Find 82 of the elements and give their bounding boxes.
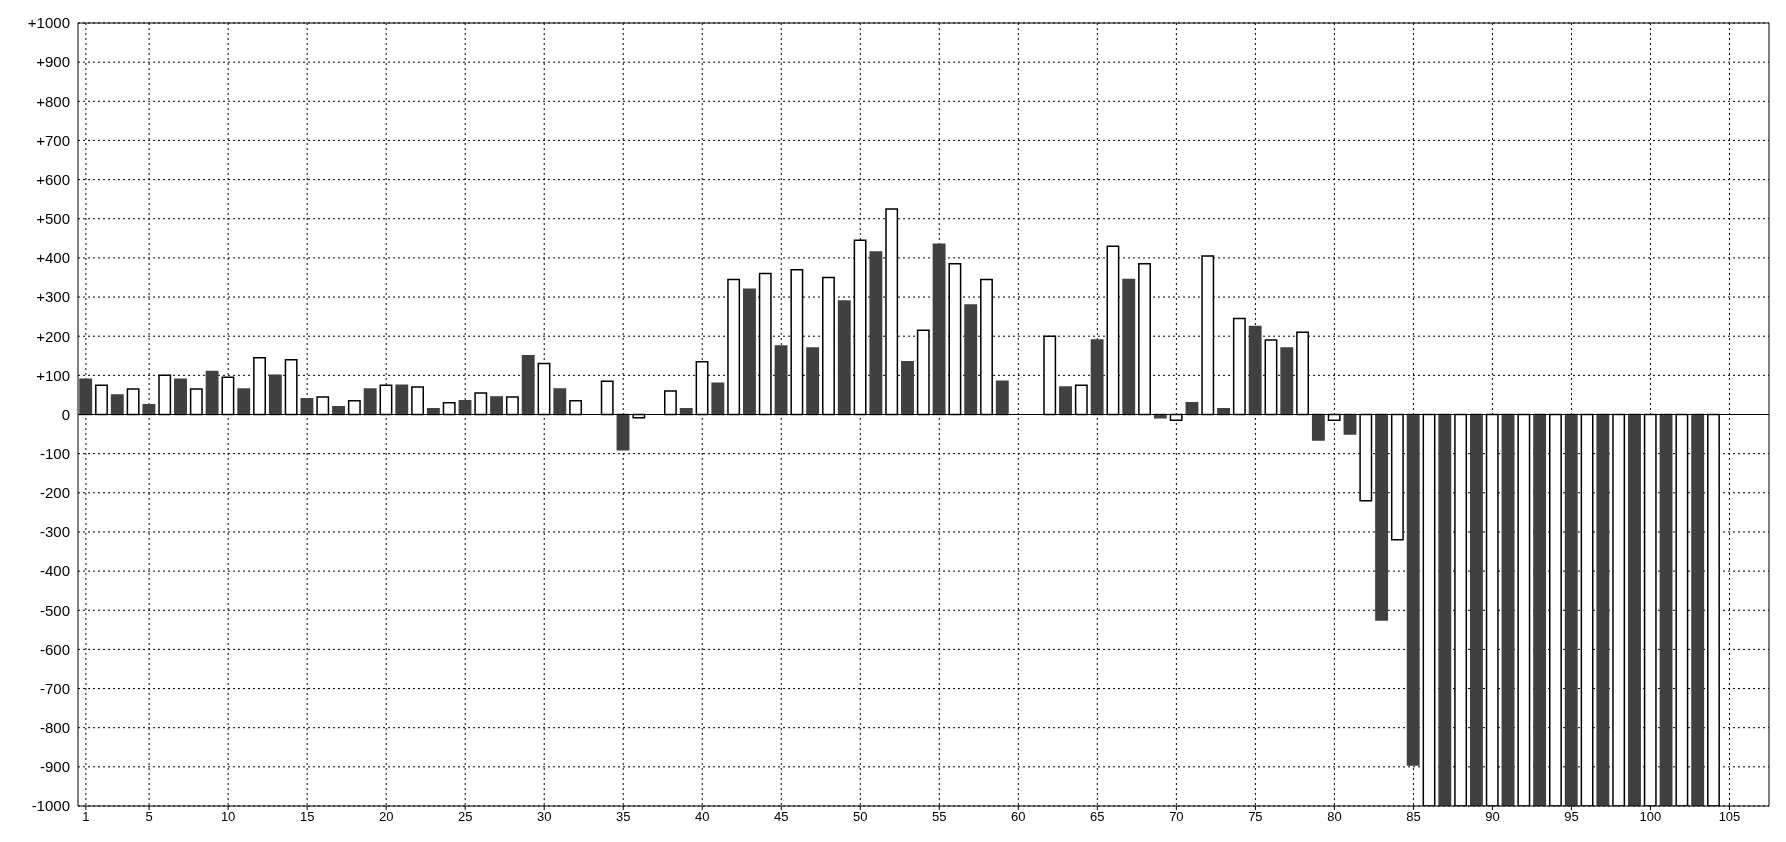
y-tick-label: +100 <box>36 366 70 384</box>
x-tick-label: 100 <box>1639 809 1662 825</box>
bar <box>1564 413 1578 806</box>
x-tick-label: 40 <box>695 809 710 825</box>
bar <box>174 378 187 416</box>
y-tick-label: +400 <box>36 249 70 267</box>
bar <box>363 388 377 416</box>
y-tick-label: -1000 <box>31 797 70 815</box>
x-tick-label: 5 <box>145 809 153 825</box>
x-tick-label: 65 <box>1090 809 1105 825</box>
x-tick-label: 20 <box>378 809 394 825</box>
bar <box>1406 413 1420 766</box>
x-tick-label: 95 <box>1564 809 1579 825</box>
bar <box>142 403 156 416</box>
bar <box>395 384 409 416</box>
x-tick-label: 25 <box>457 809 473 825</box>
bar <box>1628 413 1641 806</box>
y-tick-label: +900 <box>36 53 70 71</box>
bar <box>901 360 914 416</box>
y-tick-label: +500 <box>36 210 70 228</box>
bar <box>490 396 504 416</box>
bar <box>1659 413 1673 806</box>
x-tick-label: 50 <box>853 809 868 825</box>
bar <box>1469 413 1483 806</box>
y-tick-label: +800 <box>36 92 70 110</box>
x-tick-label: 105 <box>1718 809 1741 825</box>
bar <box>1059 386 1072 416</box>
x-tick-label: 45 <box>774 809 789 825</box>
bar <box>1533 413 1547 806</box>
bar <box>1501 413 1515 806</box>
bar <box>806 347 820 416</box>
y-tick-label: -400 <box>39 562 70 580</box>
x-tick-label: 60 <box>1011 809 1026 825</box>
bar <box>205 370 219 416</box>
bar <box>995 380 1009 416</box>
y-tick-label: -700 <box>39 679 70 697</box>
bar <box>1280 347 1294 416</box>
x-tick-label: 1 <box>82 809 90 825</box>
y-tick-label: +700 <box>36 131 70 149</box>
bar <box>869 251 883 416</box>
y-tick-label: +300 <box>36 288 70 306</box>
x-tick-label: 30 <box>536 809 552 825</box>
bar <box>1438 413 1452 806</box>
y-tick-label: +200 <box>36 327 70 345</box>
x-tick-label: 10 <box>220 809 236 825</box>
x-tick-label: 70 <box>1169 809 1184 825</box>
x-tick-label: 55 <box>932 809 947 825</box>
bar <box>711 382 725 416</box>
x-tick-label: 75 <box>1248 809 1263 825</box>
x-tick-label: 35 <box>615 809 631 825</box>
y-tick-label: -800 <box>39 719 70 737</box>
bar <box>1090 339 1104 416</box>
bar <box>521 355 535 416</box>
bar <box>774 345 788 416</box>
bar <box>237 388 251 416</box>
x-tick-label: 90 <box>1485 809 1500 825</box>
y-tick-label: +600 <box>36 170 70 188</box>
bar <box>743 288 756 416</box>
bar <box>837 300 851 416</box>
bar <box>110 394 124 416</box>
y-tick-label: +1000 <box>27 14 70 32</box>
bar <box>268 374 282 416</box>
y-tick-label: -900 <box>39 758 70 776</box>
bar <box>79 378 93 416</box>
bar <box>1691 413 1705 806</box>
x-tick-label: 80 <box>1327 809 1342 825</box>
bar <box>1248 325 1262 416</box>
x-tick-label: 15 <box>299 809 315 825</box>
bar <box>932 243 946 416</box>
y-tick-label: -500 <box>39 601 70 619</box>
y-tick-label: 0 <box>61 405 70 423</box>
bar <box>1375 413 1389 621</box>
bar <box>1122 278 1136 416</box>
x-tick-label: 85 <box>1406 809 1421 825</box>
bar <box>1311 413 1325 441</box>
y-tick-label: -100 <box>39 444 70 462</box>
y-tick-label: -600 <box>39 640 70 658</box>
y-tick-label: -200 <box>39 484 70 502</box>
bar <box>553 388 567 416</box>
bar <box>1596 413 1610 806</box>
y-tick-label: -300 <box>39 523 70 541</box>
bar <box>964 304 978 416</box>
